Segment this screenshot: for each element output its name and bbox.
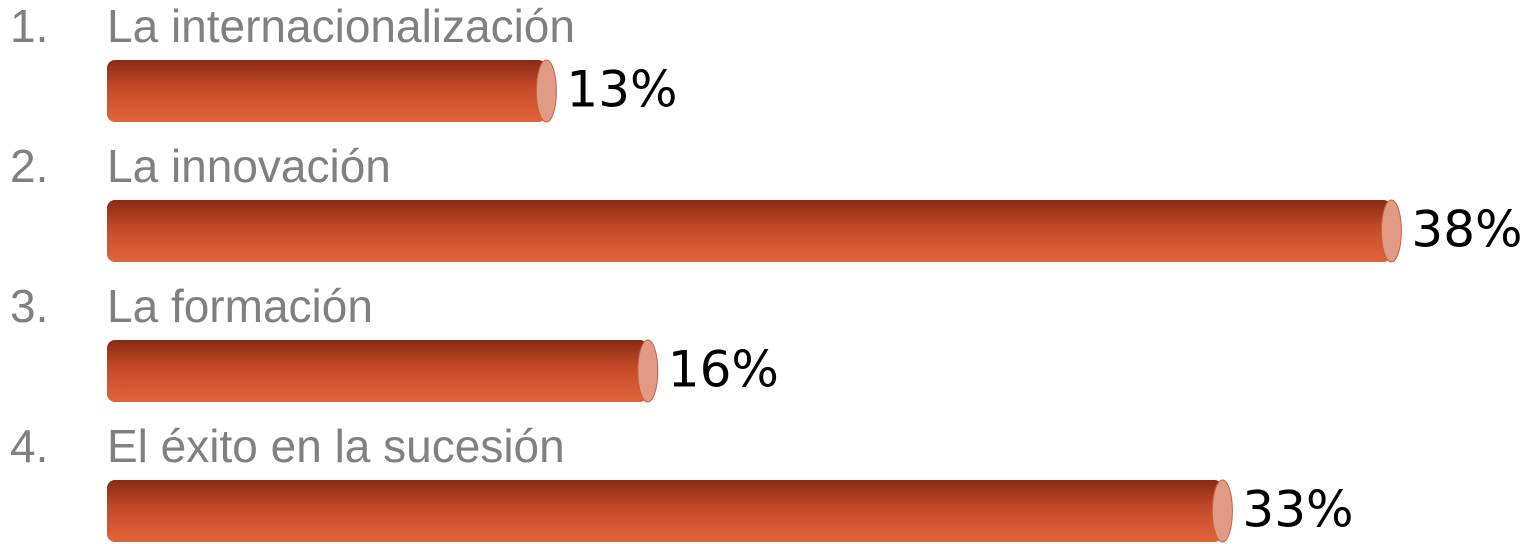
category-label: La internacionalización (107, 0, 575, 52)
bar (107, 479, 1233, 543)
bar (107, 339, 659, 403)
rank-number: 4. (10, 420, 48, 472)
value-label: 16% (668, 341, 779, 399)
bar-cap (637, 339, 659, 403)
bar-cap (535, 59, 557, 123)
bar-body (107, 60, 547, 122)
category-label: El éxito en la sucesión (107, 420, 565, 472)
bar (107, 199, 1402, 263)
category-label: La innovación (107, 140, 391, 192)
category-label: La formación (107, 280, 373, 332)
bar-body (107, 480, 1223, 542)
rank-number: 2. (10, 140, 48, 192)
bar-body (107, 200, 1392, 262)
bar (107, 59, 557, 123)
rank-number: 1. (10, 0, 48, 52)
bar-cap (1211, 479, 1233, 543)
value-label: 13% (566, 61, 677, 119)
bar-body (107, 340, 648, 402)
rank-number: 3. (10, 280, 48, 332)
value-label: 38% (1411, 201, 1522, 259)
value-label: 33% (1242, 481, 1353, 539)
bar-cap (1380, 199, 1402, 263)
